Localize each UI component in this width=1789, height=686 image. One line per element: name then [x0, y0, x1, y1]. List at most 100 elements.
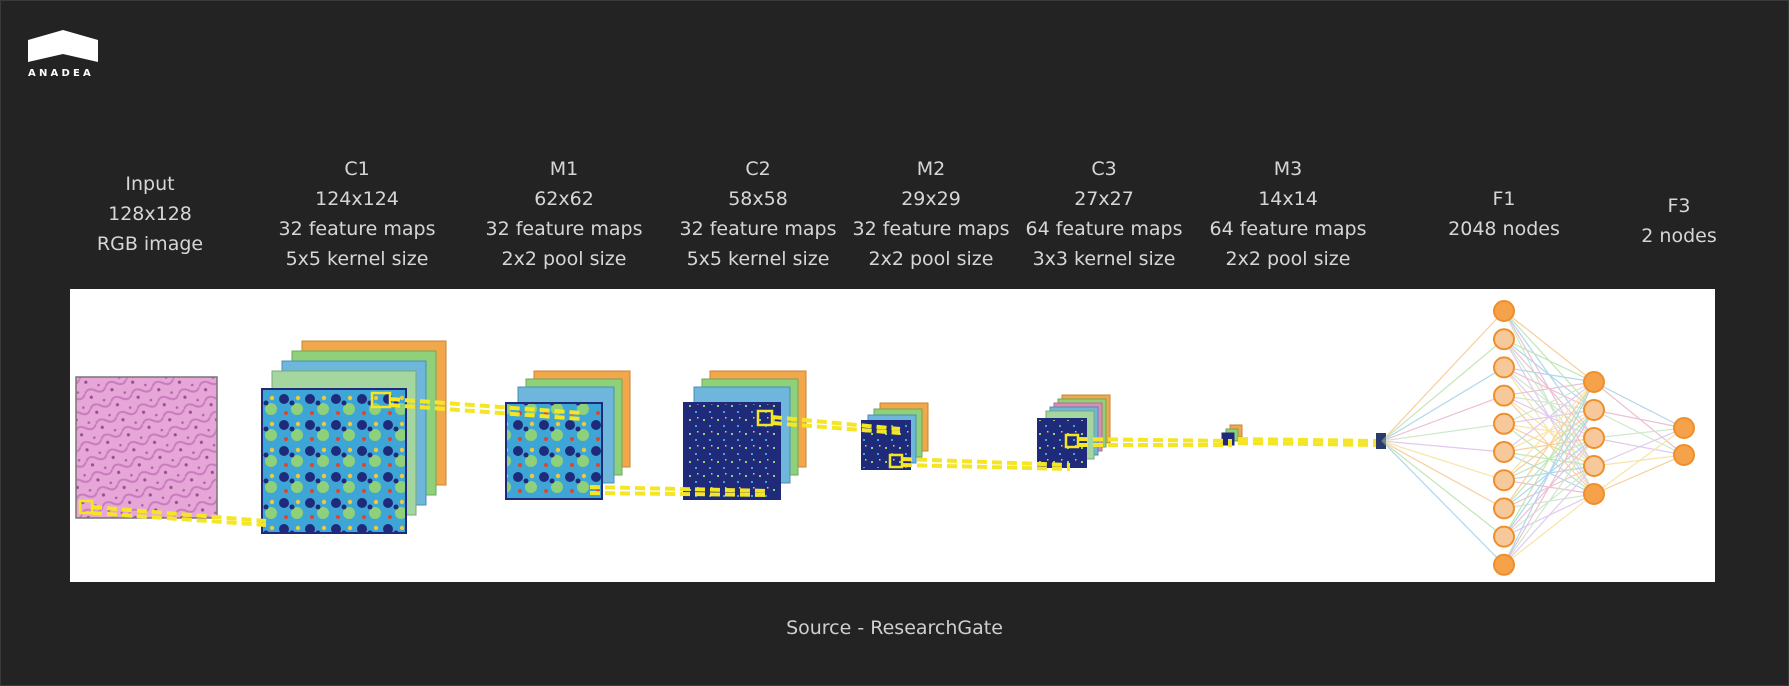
layer-kernel: 3x3 kernel size: [1032, 248, 1176, 270]
source-caption: Source - ResearchGate: [786, 617, 1003, 639]
layer-nodes: 2 nodes: [1641, 225, 1717, 247]
anadea-logo-icon: [28, 30, 98, 62]
fc-edge: [1503, 381, 1595, 509]
layer-label-input: Input 128x128 RGB image: [97, 169, 203, 259]
f2-node: [1583, 455, 1605, 477]
layer-desc: RGB image: [96, 233, 204, 255]
layer-label-f3: F3 2 nodes: [1641, 191, 1716, 251]
fc-edge: [1381, 395, 1505, 442]
f1-node: [1493, 384, 1515, 407]
c1-feature-maps: [261, 340, 447, 534]
layer-maps: 32 feature maps: [485, 218, 643, 240]
fc-edge: [1503, 409, 1595, 566]
fc-edge: [1503, 381, 1595, 397]
layer-nodes: 2048 nodes: [1448, 218, 1560, 240]
fc-edge: [1381, 440, 1505, 453]
fc-edge: [1503, 381, 1595, 566]
layer-name: M1: [549, 158, 579, 180]
fc-edge: [1503, 493, 1595, 566]
f3-node: [1673, 417, 1695, 439]
layer-name: Input: [125, 173, 175, 195]
f1-node: [1493, 356, 1515, 379]
layer-maps: 64 feature maps: [1025, 218, 1183, 240]
c2-feature-maps: [683, 370, 807, 500]
m1-feature-maps: [505, 370, 631, 500]
fc-edge: [1593, 427, 1685, 495]
layer-label-m2: M2 29x29 32 feature maps 2x2 pool size: [853, 154, 1010, 274]
fc-edge: [1503, 381, 1595, 537]
fc-edge: [1381, 440, 1505, 481]
f2-node: [1583, 483, 1605, 505]
kernel-projections: [91, 397, 1381, 527]
fc-edge: [1593, 427, 1685, 467]
layer-label-m3: M3 14x14 64 feature maps 2x2 pool size: [1210, 154, 1367, 274]
fc-edge: [1503, 465, 1595, 566]
layer-label-f1: F1 2048 nodes: [1448, 184, 1560, 244]
fc-edge: [1381, 423, 1505, 442]
f1-node: [1493, 553, 1515, 576]
layer-size: 29x29: [901, 188, 961, 210]
layer-size: 27x27: [1074, 188, 1134, 210]
layer-size: 14x14: [1258, 188, 1318, 210]
f1-node: [1493, 300, 1515, 322]
fc-edge: [1593, 454, 1685, 495]
f1-node: [1493, 441, 1515, 463]
f1-node: [1493, 469, 1515, 492]
fc-edge: [1381, 310, 1505, 442]
flatten-node: [1376, 433, 1386, 449]
fc-edge: [1593, 427, 1685, 439]
fc-edge: [1503, 381, 1595, 453]
layer-maps: 32 feature maps: [852, 218, 1010, 240]
fc-edge: [1381, 366, 1505, 442]
layer-label-m1: M1 62x62 32 feature maps 2x2 pool size: [486, 154, 643, 274]
layer-size: 128x128: [108, 203, 192, 225]
f1-node: [1493, 525, 1515, 548]
layer-label-c3: C3 27x27 64 feature maps 3x3 kernel size: [1026, 154, 1183, 274]
logo-text: ANADEA: [28, 68, 94, 79]
layer-size: 58x58: [728, 188, 788, 210]
fc-edge: [1503, 310, 1595, 383]
layer-name: C1: [344, 158, 370, 180]
f3-nodes: [1673, 417, 1695, 466]
f2-node: [1583, 399, 1605, 421]
f3-node: [1673, 444, 1695, 466]
fc-edge: [1503, 338, 1595, 383]
fc-edge: [1503, 437, 1595, 566]
cnn-diagram-panel: [70, 289, 1715, 582]
layer-label-c1: C1 124x124 32 feature maps 5x5 kernel si…: [279, 154, 436, 274]
fc-edge: [1381, 440, 1505, 538]
input-image: [75, 376, 218, 519]
layer-size: 124x124: [315, 188, 399, 210]
layer-pool: 2x2 pool size: [868, 248, 994, 270]
anadea-logo: ANADEA: [28, 30, 100, 79]
fc-edge: [1503, 381, 1595, 481]
layer-name: M3: [1273, 158, 1303, 180]
layer-maps: 32 feature maps: [679, 218, 837, 240]
fc-edge: [1593, 409, 1685, 429]
f1-node: [1493, 328, 1515, 351]
cnn-diagram: [75, 300, 1695, 576]
f2-node: [1583, 427, 1605, 449]
f2-nodes: [1583, 371, 1605, 505]
f1-node: [1493, 497, 1515, 520]
layer-pool: 2x2 pool size: [501, 248, 627, 270]
layer-name: M2: [916, 158, 946, 180]
fc-edge: [1503, 366, 1595, 383]
fc-edge: [1381, 440, 1505, 566]
fc-edge: [1503, 381, 1595, 425]
f1-nodes: [1493, 300, 1515, 576]
layer-name: F1: [1492, 188, 1516, 210]
layer-size: 62x62: [534, 188, 594, 210]
layer-name: C3: [1091, 158, 1117, 180]
layer-pool: 2x2 pool size: [1225, 248, 1351, 270]
fc-edge: [1381, 440, 1505, 509]
fc-edge: [1381, 338, 1505, 442]
layer-maps: 64 feature maps: [1209, 218, 1367, 240]
layer-kernel: 5x5 kernel size: [686, 248, 830, 270]
f1-node: [1493, 412, 1515, 435]
layer-kernel: 5x5 kernel size: [285, 248, 429, 270]
m2-feature-maps: [861, 402, 929, 470]
fc-edge: [1593, 381, 1685, 429]
layer-name: F3: [1667, 195, 1691, 217]
fc-connections: [1381, 310, 1685, 566]
